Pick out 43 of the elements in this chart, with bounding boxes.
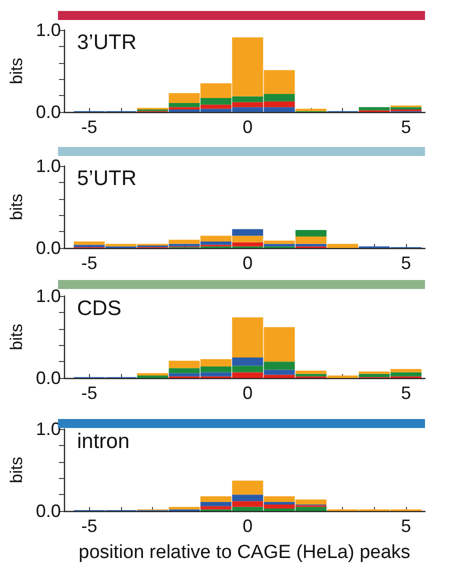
x-tick-label: 5: [400, 516, 412, 536]
bar: [168, 506, 200, 510]
chart-title: intron: [77, 430, 130, 453]
x-axis-title: position relative to CAGE (HeLa) peaks: [78, 542, 410, 563]
x-tick-label: 0: [242, 383, 253, 403]
y-tick-label: 1.0: [36, 20, 61, 40]
x-tick-label: -5: [81, 516, 98, 536]
bar: [137, 373, 168, 376]
y-tick-label: 1.0: [36, 286, 61, 306]
chart-title: 5’UTR: [77, 167, 137, 190]
y-tick-label: 0.0: [36, 102, 61, 122]
bar: [232, 358, 264, 366]
y-axis-title: bits: [7, 456, 26, 484]
bar: [295, 230, 326, 237]
x-tick-label: 0: [242, 117, 253, 137]
bar: [200, 496, 232, 502]
y-tick-label: 0.0: [36, 368, 61, 388]
chart-title: CDS: [77, 297, 122, 320]
y-axis-title: bits: [7, 58, 26, 84]
bar: [264, 502, 295, 504]
bar: [295, 108, 326, 112]
x-tick-label: 5: [400, 117, 412, 137]
bar: [264, 370, 295, 375]
bar: [295, 370, 326, 374]
y-tick-label: 0.0: [36, 238, 61, 258]
x-tick-label: -5: [81, 117, 98, 137]
bar: [232, 229, 264, 236]
y-axis-title: bits: [7, 324, 26, 350]
bar: [200, 502, 232, 506]
bar: [295, 374, 326, 376]
x-tick-label: 5: [400, 383, 412, 403]
y-tick-label: 0.0: [36, 501, 61, 521]
x-tick-label: 5: [400, 253, 412, 273]
y-axis-title: bits: [7, 194, 26, 220]
x-tick-label: 0: [242, 253, 253, 273]
x-tick-label: -5: [81, 253, 98, 273]
bar: [327, 244, 358, 248]
bar: [232, 494, 264, 502]
x-tick-label: 0: [242, 516, 253, 536]
bar: [232, 480, 264, 495]
x-tick-label: -5: [81, 383, 98, 403]
chart-title: 3’UTR: [77, 31, 137, 54]
y-tick-label: 1.0: [36, 156, 61, 176]
